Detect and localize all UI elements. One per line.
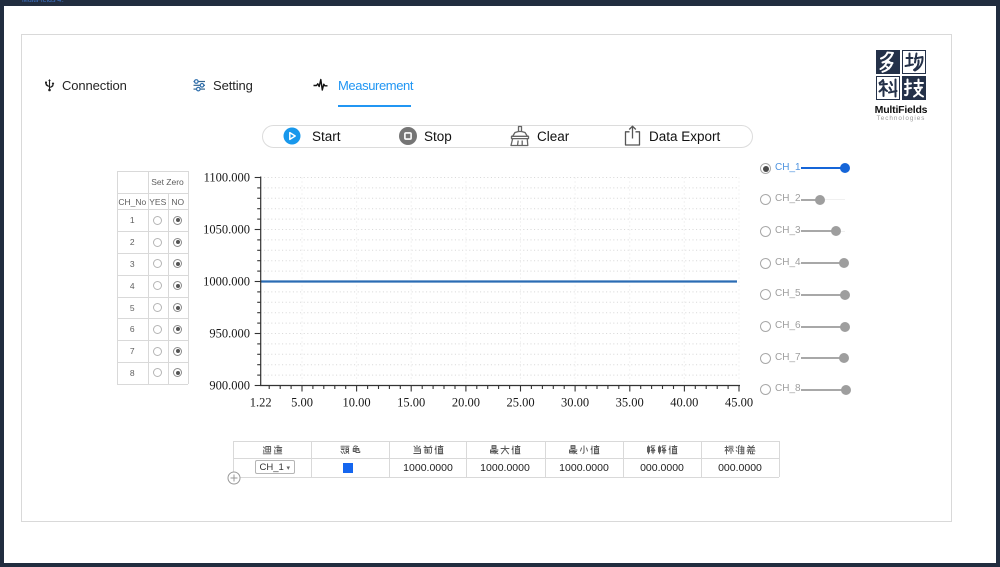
svg-text:10.00: 10.00 bbox=[343, 396, 371, 410]
svg-text:1.22: 1.22 bbox=[250, 396, 272, 410]
svg-text:1050.000: 1050.000 bbox=[203, 223, 250, 237]
svg-text:15.00: 15.00 bbox=[397, 396, 425, 410]
svg-text:30.00: 30.00 bbox=[561, 396, 589, 410]
svg-text:45.00: 45.00 bbox=[725, 396, 753, 410]
svg-text:20.00: 20.00 bbox=[452, 396, 480, 410]
svg-text:1000.000: 1000.000 bbox=[203, 275, 250, 289]
svg-text:25.00: 25.00 bbox=[506, 396, 534, 410]
svg-text:1100.000: 1100.000 bbox=[204, 171, 250, 185]
svg-text:950.000: 950.000 bbox=[209, 327, 250, 341]
svg-text:35.00: 35.00 bbox=[616, 396, 644, 410]
svg-text:5.00: 5.00 bbox=[291, 396, 313, 410]
svg-text:40.00: 40.00 bbox=[670, 396, 698, 410]
svg-text:900.000: 900.000 bbox=[209, 379, 250, 393]
